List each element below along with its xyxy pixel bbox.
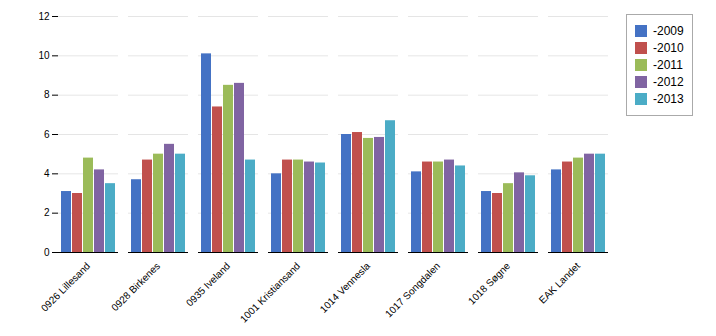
svg-text:2: 2 <box>44 207 50 218</box>
svg-text:1014 Vennesla: 1014 Vennesla <box>318 260 373 315</box>
html-text:-2009: -2009 <box>653 24 684 38</box>
svg-text:4: 4 <box>44 168 50 179</box>
svg-text:0: 0 <box>44 247 50 258</box>
html-text:-2012: -2012 <box>653 75 684 89</box>
html-text:-2013: -2013 <box>653 92 684 106</box>
svg-text:12: 12 <box>38 11 50 22</box>
svg-text:0926 Lillesand: 0926 Lillesand <box>39 260 92 313</box>
svg-text:1017 Songdalen: 1017 Songdalen <box>383 260 442 319</box>
svg-text:0928 Birkenes: 0928 Birkenes <box>109 260 162 313</box>
html-text:-2010: -2010 <box>653 41 684 55</box>
svg-text:1018 Søgne: 1018 Søgne <box>466 260 513 307</box>
svg-text:0935 Iveland: 0935 Iveland <box>184 260 232 308</box>
svg-text:10: 10 <box>38 50 50 61</box>
svg-text:1001 Kristiansand: 1001 Kristiansand <box>238 260 302 324</box>
html-text:-2011: -2011 <box>653 58 683 72</box>
svg-text:8: 8 <box>44 89 50 100</box>
svg-text:6: 6 <box>44 129 50 140</box>
svg-text:EAK Landet: EAK Landet <box>537 260 583 306</box>
